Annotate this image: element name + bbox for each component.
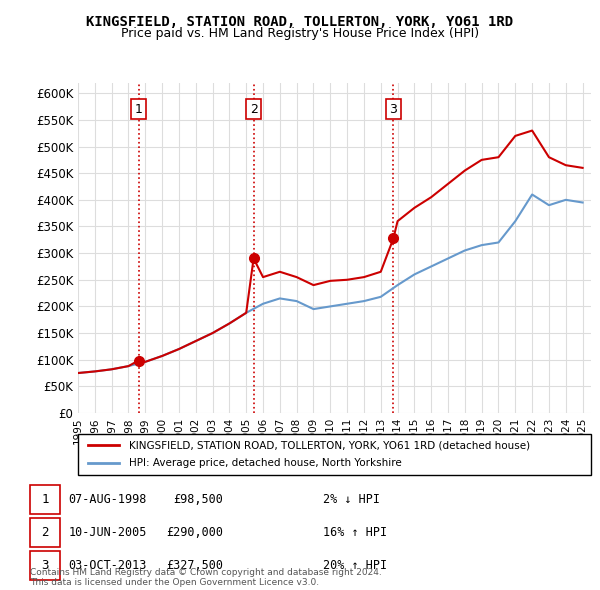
Text: 2: 2 <box>41 526 49 539</box>
Text: £327,500: £327,500 <box>166 559 223 572</box>
FancyBboxPatch shape <box>78 434 591 475</box>
Text: 07-AUG-1998: 07-AUG-1998 <box>68 493 147 506</box>
Text: KINGSFIELD, STATION ROAD, TOLLERTON, YORK, YO61 1RD (detached house): KINGSFIELD, STATION ROAD, TOLLERTON, YOR… <box>130 440 530 450</box>
Text: 10-JUN-2005: 10-JUN-2005 <box>68 526 147 539</box>
Text: HPI: Average price, detached house, North Yorkshire: HPI: Average price, detached house, Nort… <box>130 458 402 468</box>
Text: 03-OCT-2013: 03-OCT-2013 <box>68 559 147 572</box>
Text: £290,000: £290,000 <box>166 526 223 539</box>
Text: 1: 1 <box>41 493 49 506</box>
Text: KINGSFIELD, STATION ROAD, TOLLERTON, YORK, YO61 1RD: KINGSFIELD, STATION ROAD, TOLLERTON, YOR… <box>86 15 514 29</box>
FancyBboxPatch shape <box>30 485 61 514</box>
FancyBboxPatch shape <box>30 518 61 547</box>
Text: 2% ↓ HPI: 2% ↓ HPI <box>323 493 380 506</box>
Text: 16% ↑ HPI: 16% ↑ HPI <box>323 526 386 539</box>
Text: 3: 3 <box>389 103 397 116</box>
Text: 3: 3 <box>41 559 49 572</box>
Text: Price paid vs. HM Land Registry's House Price Index (HPI): Price paid vs. HM Land Registry's House … <box>121 27 479 40</box>
Text: Contains HM Land Registry data © Crown copyright and database right 2024.
This d: Contains HM Land Registry data © Crown c… <box>30 568 382 587</box>
Text: £98,500: £98,500 <box>173 493 223 506</box>
Text: 1: 1 <box>134 103 142 116</box>
Text: 2: 2 <box>250 103 257 116</box>
FancyBboxPatch shape <box>30 551 61 580</box>
Text: 20% ↑ HPI: 20% ↑ HPI <box>323 559 386 572</box>
